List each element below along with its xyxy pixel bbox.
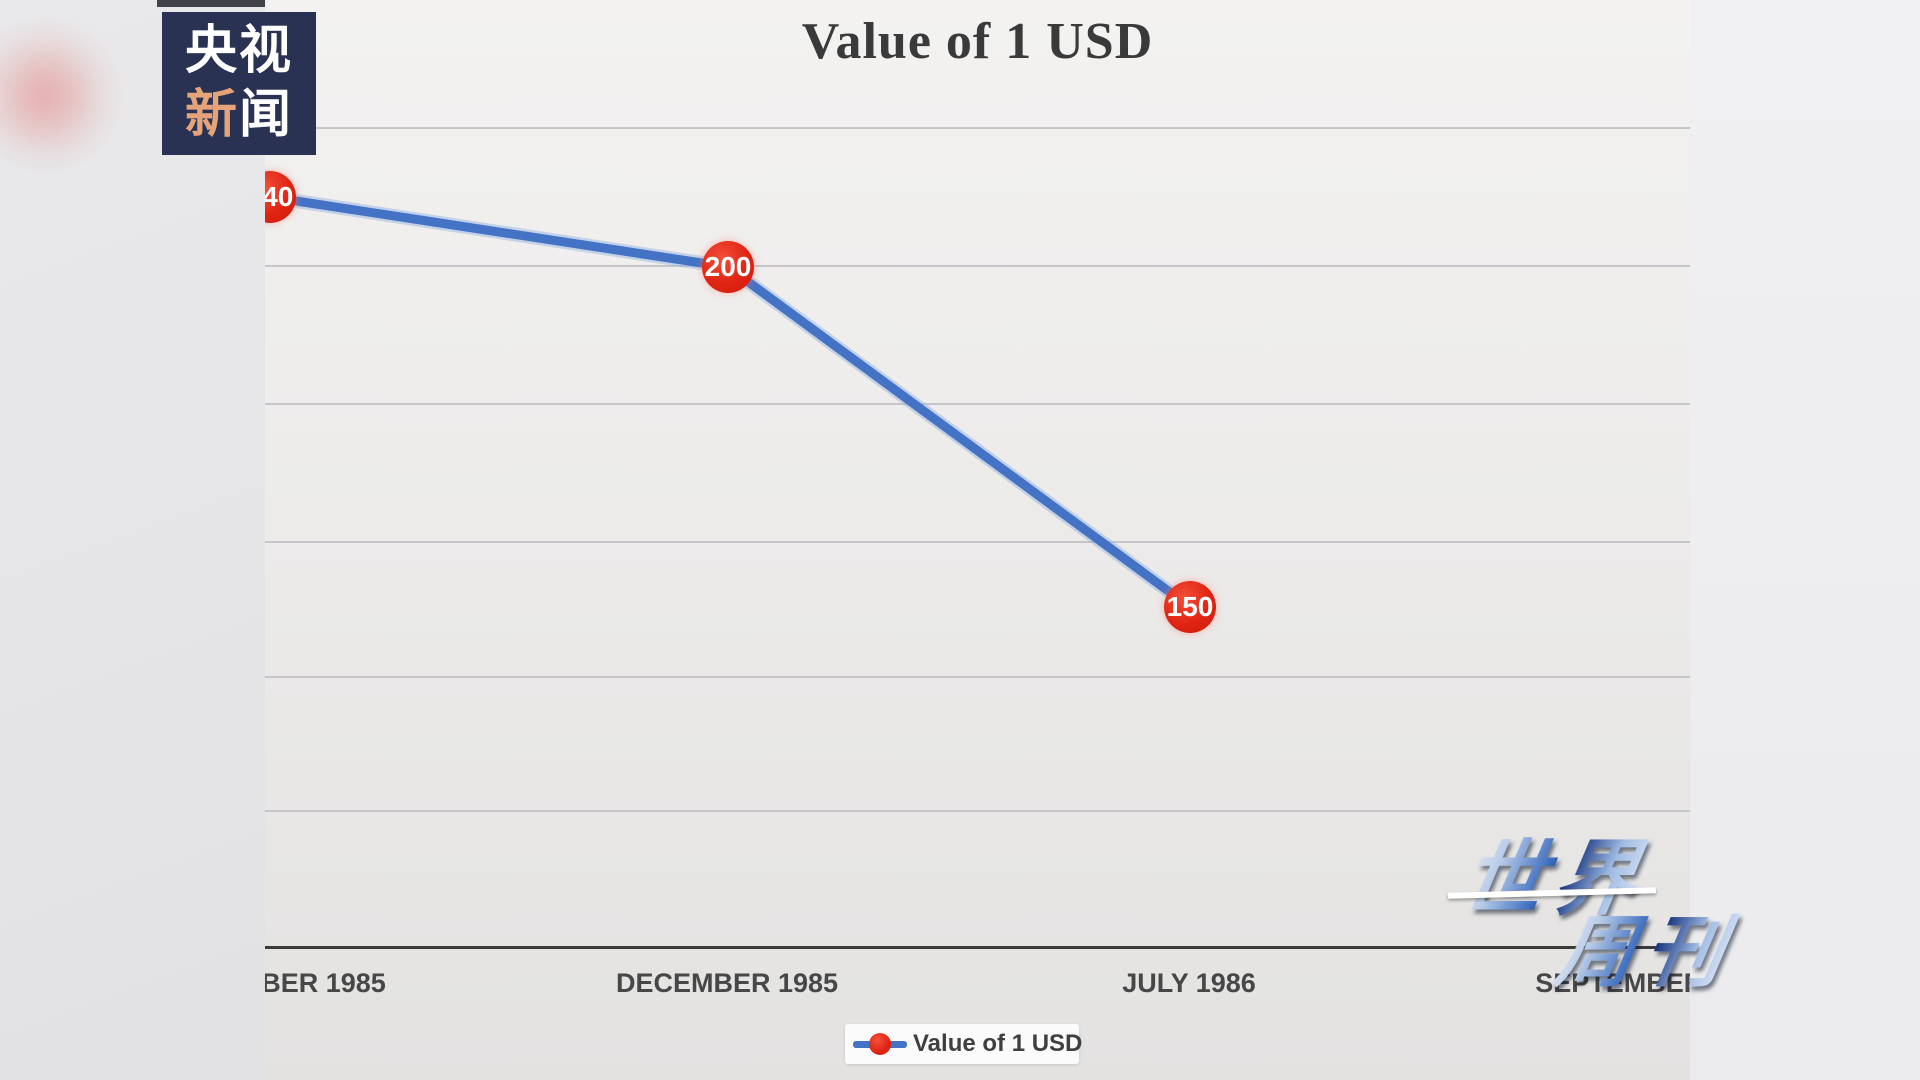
x-axis-label: JULY 1986: [1122, 968, 1256, 998]
data-point-marker: 150: [1164, 581, 1216, 633]
legend-dot-icon: [869, 1033, 891, 1055]
gridline: [265, 676, 1690, 678]
cctv-news-logo: 央视 新闻: [162, 12, 316, 155]
blurred-red-glow: [0, 30, 120, 160]
gridline: [265, 403, 1690, 405]
background-right-panel: [1690, 0, 1920, 1080]
legend-label: Value of 1 USD: [913, 1030, 1083, 1057]
chart-title: Value of 1 USD: [801, 13, 1154, 70]
gridline: [265, 810, 1690, 812]
x-axis-label: SEPTEMBER 1986: [1535, 968, 1690, 998]
logo-text-row1: 央视: [184, 22, 293, 81]
gridline: [265, 541, 1690, 543]
chart-legend: Value of 1 USD: [845, 1024, 1083, 1064]
data-point-label: 200: [704, 251, 752, 282]
legend-line-icon: [853, 1033, 907, 1055]
data-point-marker: 200: [702, 241, 754, 293]
line-series: [265, 190, 1197, 614]
logo-text-row2: 新闻: [185, 84, 293, 147]
x-axis-label: DECEMBER 1985: [615, 968, 839, 998]
gridline: [265, 265, 1690, 267]
chart-plot-area: Value of 1 USD 240 200 150 SEPTEMBER 198…: [265, 0, 1690, 1080]
logo-text-rest: 闻: [239, 85, 294, 144]
gridline: [265, 127, 1690, 129]
x-axis-label: SEPTEMBER 1985: [265, 968, 386, 998]
logo-text-accent: 新: [184, 85, 239, 144]
x-axis-line: [265, 946, 1690, 949]
data-point-label: 150: [1166, 591, 1214, 622]
data-point-label: 240: [265, 181, 294, 212]
